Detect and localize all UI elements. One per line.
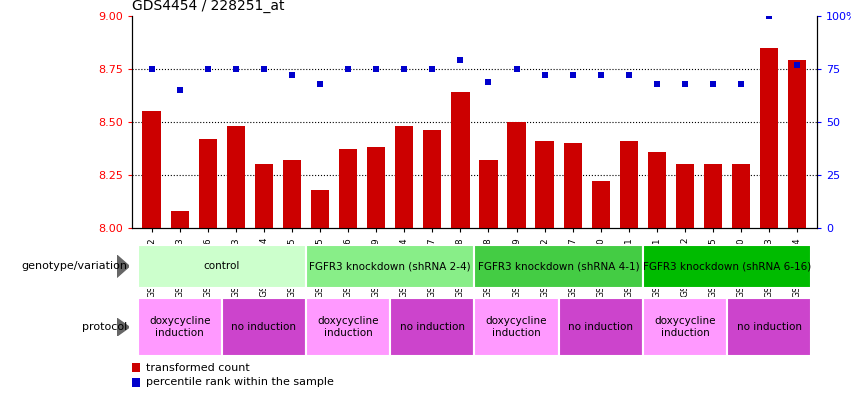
Point xyxy=(650,81,664,87)
Point xyxy=(678,81,692,87)
Point xyxy=(734,81,748,87)
Text: doxycycline
induction: doxycycline induction xyxy=(486,316,547,338)
Bar xyxy=(591,181,610,228)
Bar xyxy=(132,363,140,372)
Bar xyxy=(451,92,470,228)
Point xyxy=(538,72,551,78)
Bar xyxy=(732,164,751,228)
Bar xyxy=(676,164,694,228)
Text: FGFR3 knockdown (shRNA 4-1): FGFR3 knockdown (shRNA 4-1) xyxy=(478,261,639,271)
Text: protocol: protocol xyxy=(83,322,128,332)
Polygon shape xyxy=(117,255,129,277)
Point xyxy=(566,72,580,78)
Bar xyxy=(138,298,222,356)
Text: genotype/variation: genotype/variation xyxy=(21,261,128,271)
Point xyxy=(397,66,411,72)
Bar xyxy=(507,122,526,228)
Point xyxy=(145,66,158,72)
Text: no induction: no induction xyxy=(400,322,465,332)
Bar xyxy=(138,244,306,288)
Bar xyxy=(222,298,306,356)
Bar xyxy=(339,149,357,228)
Point xyxy=(791,61,804,68)
Bar xyxy=(132,378,140,387)
Bar xyxy=(643,298,727,356)
Text: FGFR3 knockdown (shRNA 6-16): FGFR3 knockdown (shRNA 6-16) xyxy=(643,261,811,271)
Point xyxy=(622,72,636,78)
Bar xyxy=(226,126,245,228)
Point xyxy=(706,81,720,87)
Bar xyxy=(788,60,807,228)
Text: control: control xyxy=(203,261,240,271)
Point xyxy=(369,66,383,72)
Bar xyxy=(760,48,779,228)
Bar xyxy=(704,164,722,228)
Text: doxycycline
induction: doxycycline induction xyxy=(654,316,716,338)
Point xyxy=(341,66,355,72)
Text: transformed count: transformed count xyxy=(146,363,249,373)
Bar xyxy=(475,244,643,288)
Point xyxy=(173,87,186,93)
Point xyxy=(285,72,299,78)
Bar xyxy=(423,130,442,228)
Bar xyxy=(479,160,498,228)
Bar xyxy=(254,164,273,228)
Text: doxycycline
induction: doxycycline induction xyxy=(317,316,379,338)
Bar xyxy=(142,111,161,228)
Point xyxy=(313,81,327,87)
Point xyxy=(257,66,271,72)
Bar xyxy=(306,244,475,288)
Point xyxy=(426,66,439,72)
Bar xyxy=(648,152,666,228)
Bar xyxy=(198,139,217,228)
Bar xyxy=(563,143,582,228)
Point xyxy=(594,72,608,78)
Point xyxy=(201,66,214,72)
Point xyxy=(454,57,467,63)
Point xyxy=(482,78,495,84)
Point xyxy=(762,13,776,19)
Point xyxy=(510,66,523,72)
Bar xyxy=(535,141,554,228)
Text: doxycycline
induction: doxycycline induction xyxy=(149,316,210,338)
Polygon shape xyxy=(117,318,129,336)
Bar xyxy=(170,211,189,228)
Text: no induction: no induction xyxy=(568,322,633,332)
Bar xyxy=(311,190,329,228)
Text: percentile rank within the sample: percentile rank within the sample xyxy=(146,377,334,387)
Bar xyxy=(306,298,391,356)
Bar xyxy=(395,126,414,228)
Bar xyxy=(391,298,474,356)
Text: no induction: no induction xyxy=(737,322,802,332)
Text: GDS4454 / 228251_at: GDS4454 / 228251_at xyxy=(132,0,284,13)
Bar xyxy=(475,298,558,356)
Bar xyxy=(283,160,301,228)
Bar xyxy=(620,141,638,228)
Bar xyxy=(727,298,811,356)
Bar xyxy=(367,147,386,228)
Point xyxy=(229,66,243,72)
Text: no induction: no induction xyxy=(231,322,296,332)
Bar xyxy=(643,244,811,288)
Bar xyxy=(558,298,643,356)
Text: FGFR3 knockdown (shRNA 2-4): FGFR3 knockdown (shRNA 2-4) xyxy=(310,261,471,271)
